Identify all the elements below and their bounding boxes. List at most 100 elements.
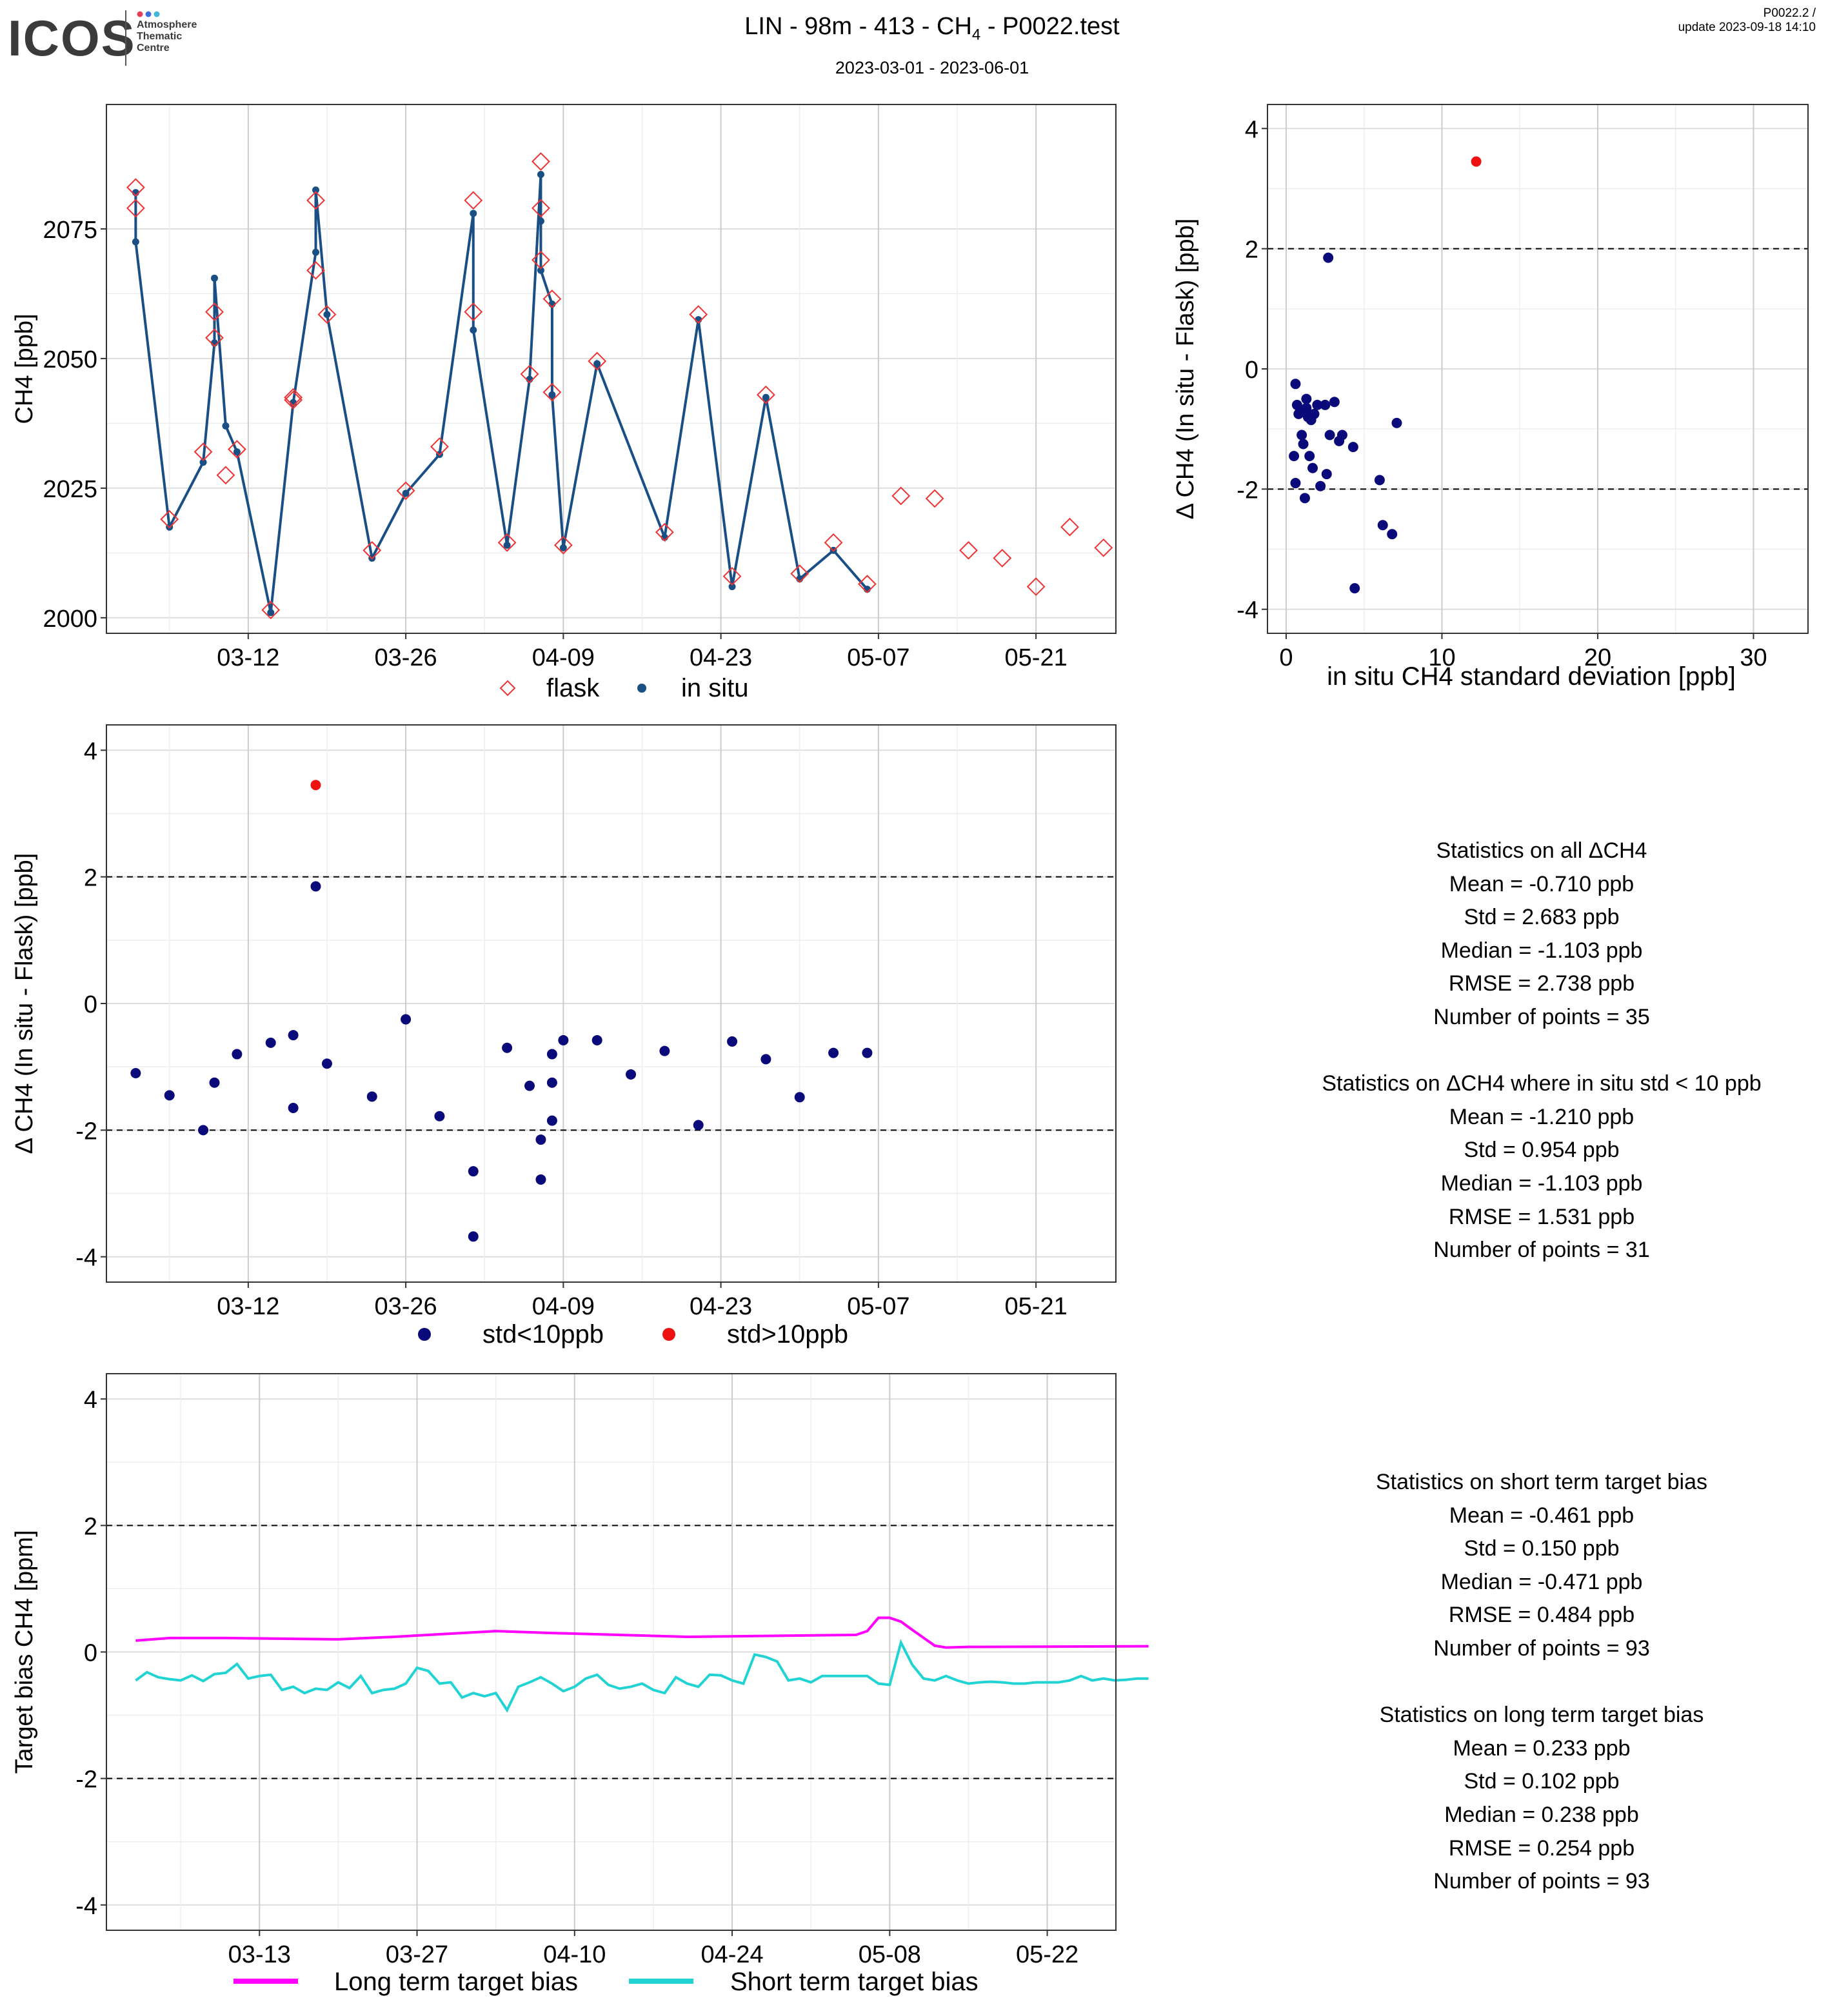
stats-line: Std = 2.683 ppb: [1464, 905, 1620, 930]
std-lt10-point: [1290, 379, 1301, 390]
x-tick-label: 05-22: [1016, 1941, 1078, 1968]
flask-point: [306, 191, 325, 210]
x-tick-label: 20: [1584, 644, 1611, 671]
std-lt10-point: [288, 1103, 299, 1113]
std-lt10-point: [288, 1030, 299, 1041]
flask-point: [464, 191, 483, 210]
stats-line: Mean = -0.461 ppb: [1449, 1503, 1634, 1528]
legend-label: flask: [546, 674, 600, 702]
stats-line: RMSE = 2.738 ppb: [1448, 971, 1635, 996]
flask-point: [284, 390, 303, 410]
reference-line: P0022.2 /: [1763, 6, 1816, 20]
std-lt10-point: [209, 1077, 220, 1088]
insitu-point: [537, 266, 544, 274]
std-lt10-point: [1391, 417, 1402, 428]
y-tick-label: 0: [84, 991, 97, 1018]
insitu-point: [559, 544, 567, 551]
insitu-point: [323, 311, 331, 319]
y-tick-label: -4: [75, 1245, 97, 1272]
y-tick-label: -2: [1237, 477, 1258, 504]
insitu-point: [537, 217, 544, 225]
std-lt10-point: [265, 1037, 276, 1048]
std-lt10-point: [1298, 439, 1309, 450]
std-lt10-point: [468, 1166, 479, 1177]
std-lt10-point: [1309, 408, 1320, 419]
std-lt10-point: [1347, 442, 1358, 453]
std-lt10-point: [1329, 397, 1340, 408]
flask-point: [790, 564, 810, 583]
std-lt10-point: [1304, 451, 1315, 462]
std-lt10-point: [546, 1115, 557, 1126]
std-lt10-point: [1349, 583, 1360, 594]
std-lt10-point: [401, 1014, 412, 1025]
insitu-series-line: [134, 174, 868, 613]
flask-point: [722, 567, 742, 586]
title-sub: 4: [971, 26, 981, 44]
x-tick-label: 05-08: [859, 1941, 921, 1968]
insitu-point: [762, 393, 770, 401]
x-tick-label: 04-24: [700, 1941, 763, 1968]
std-lt10-point: [794, 1092, 805, 1103]
std-lt10-point: [828, 1047, 839, 1058]
std-lt10-point: [1301, 402, 1312, 413]
long-term-bias-line: [135, 1616, 1149, 1649]
std-lt10-point: [164, 1090, 175, 1101]
stats-line: Std = 0.150 ppb: [1464, 1536, 1620, 1561]
std-lt10-point: [198, 1125, 209, 1136]
short-term-bias-line: [135, 1639, 1149, 1713]
x-tick-label: 03-27: [386, 1941, 448, 1968]
plot-frame: [106, 1373, 1117, 1931]
x-tick-label: 05-21: [1005, 1293, 1068, 1320]
x-tick-label: 03-26: [374, 1293, 437, 1320]
y-tick-label: 4: [84, 1387, 97, 1414]
flask-point: [1094, 538, 1113, 557]
std-lt10-point: [1374, 475, 1385, 486]
flask-point: [542, 290, 562, 308]
x-tick-label: 03-13: [228, 1941, 291, 1968]
std-lt10-point: [1289, 451, 1300, 462]
stats-line: RMSE = 0.254 ppb: [1448, 1835, 1635, 1861]
x-tick-label: 10: [1428, 644, 1455, 671]
std-gt10-point: [1471, 156, 1482, 167]
logo-subtitle: Atmosphere Thematic Centre: [137, 19, 197, 54]
flask-point: [497, 533, 517, 552]
stats-line: Median = -1.103 ppb: [1440, 1171, 1643, 1196]
flask-point: [959, 540, 978, 560]
legend-insitu-icon: [637, 684, 646, 693]
stats-line: Statistics on ΔCH4 where in situ std < 1…: [1322, 1071, 1762, 1096]
stats-line: Median = -0.471 ppb: [1440, 1569, 1643, 1594]
std-lt10-point: [310, 881, 321, 892]
std-lt10-point: [760, 1054, 771, 1065]
flask-point: [317, 305, 337, 324]
y-tick-label: 2: [84, 1513, 97, 1540]
stats-line: Mean = -0.710 ppb: [1449, 871, 1634, 896]
flask-point: [396, 481, 415, 500]
flask-point: [532, 152, 550, 171]
flask-point: [261, 600, 281, 620]
insitu-point: [470, 210, 477, 217]
x-tick-label: 05-07: [847, 644, 909, 671]
std-lt10-point: [1320, 399, 1331, 410]
legend-label: Short term target bias: [730, 1968, 979, 1996]
std-lt10-point: [862, 1047, 873, 1058]
std-lt10-point: [1297, 430, 1307, 440]
flask-point: [993, 549, 1012, 568]
flask-point: [430, 437, 449, 457]
std-lt10-point: [1324, 430, 1335, 440]
std-lt10-point: [1312, 399, 1323, 410]
std-lt10-point: [535, 1174, 546, 1185]
y-tick-label: 2: [1245, 237, 1258, 264]
y-tick-label: -4: [75, 1893, 97, 1920]
std-lt10-point: [1377, 520, 1388, 531]
plot-frame: [106, 104, 1117, 634]
x-tick-label: 30: [1740, 644, 1767, 671]
flask-point: [284, 388, 303, 407]
flask-point: [824, 533, 843, 552]
insitu-point: [312, 248, 320, 256]
flask-point: [205, 328, 224, 348]
flask-point: [216, 466, 235, 485]
insitu-point: [503, 541, 511, 549]
insitu-point: [233, 448, 241, 456]
flask-point: [891, 486, 911, 506]
